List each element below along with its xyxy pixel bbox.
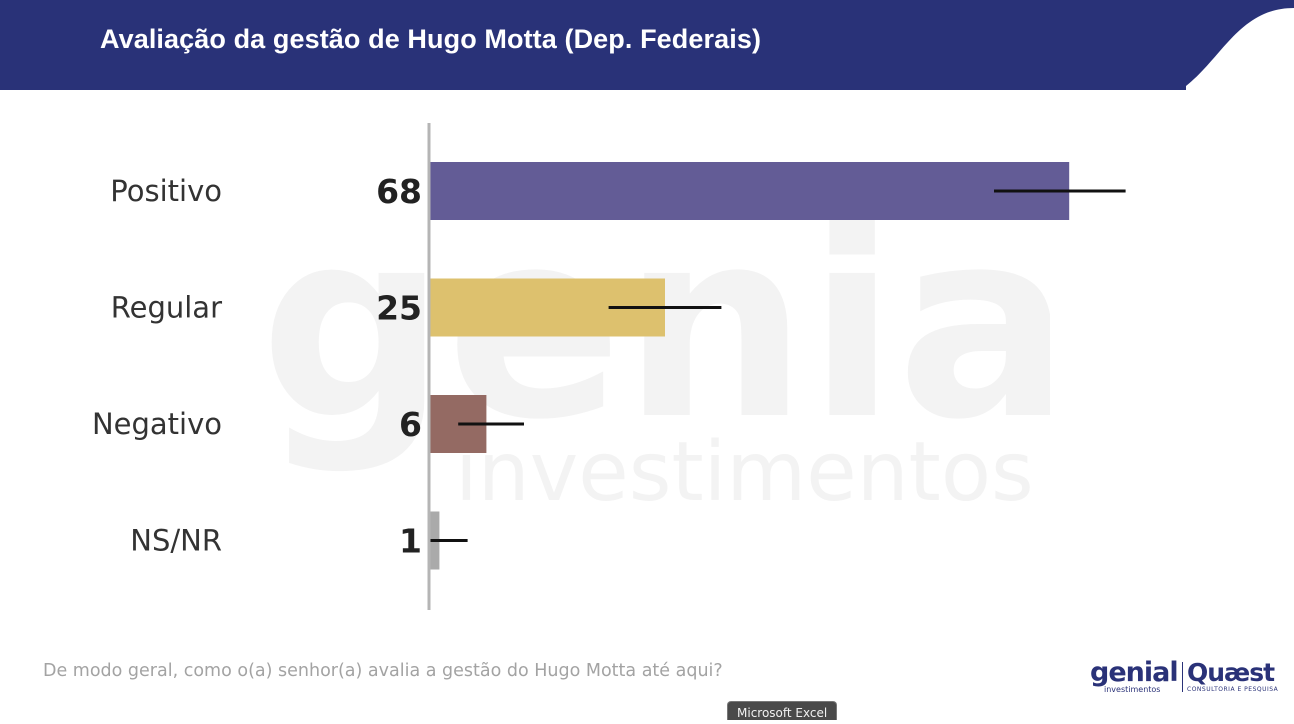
header-banner	[0, 0, 1294, 90]
quaest-logo-sub: CONSULTORIA E PESQUISA	[1187, 686, 1279, 693]
page-title: Avaliação da gestão de Hugo Motta (Dep. …	[100, 24, 762, 54]
value-label-regular: 25	[376, 289, 422, 328]
bars-layer: Positivo 68 Regular 25 Negativo 6 NS/NR 1	[92, 162, 1126, 570]
category-label-regular: Regular	[111, 291, 222, 325]
quaest-logo: Quæst	[1187, 658, 1275, 687]
category-label-ns-nr: NS/NR	[130, 524, 222, 558]
logo-divider	[1182, 662, 1183, 692]
bar-positivo	[430, 162, 1070, 220]
category-label-negativo: Negativo	[92, 407, 222, 441]
genial-logo-sub: investimentos	[1104, 685, 1161, 694]
genial-logo: genial	[1090, 657, 1179, 688]
survey-question: De modo geral, como o(a) senhor(a) avali…	[43, 661, 723, 681]
category-label-positivo: Positivo	[110, 174, 222, 208]
value-label-positivo: 68	[376, 172, 422, 211]
app-tooltip: Microsoft Excel	[727, 701, 838, 720]
logos: genial investimentos Quæst CONSULTORIA E…	[1090, 657, 1280, 696]
value-label-negativo: 6	[399, 405, 422, 444]
value-label-ns-nr: 1	[399, 522, 422, 561]
